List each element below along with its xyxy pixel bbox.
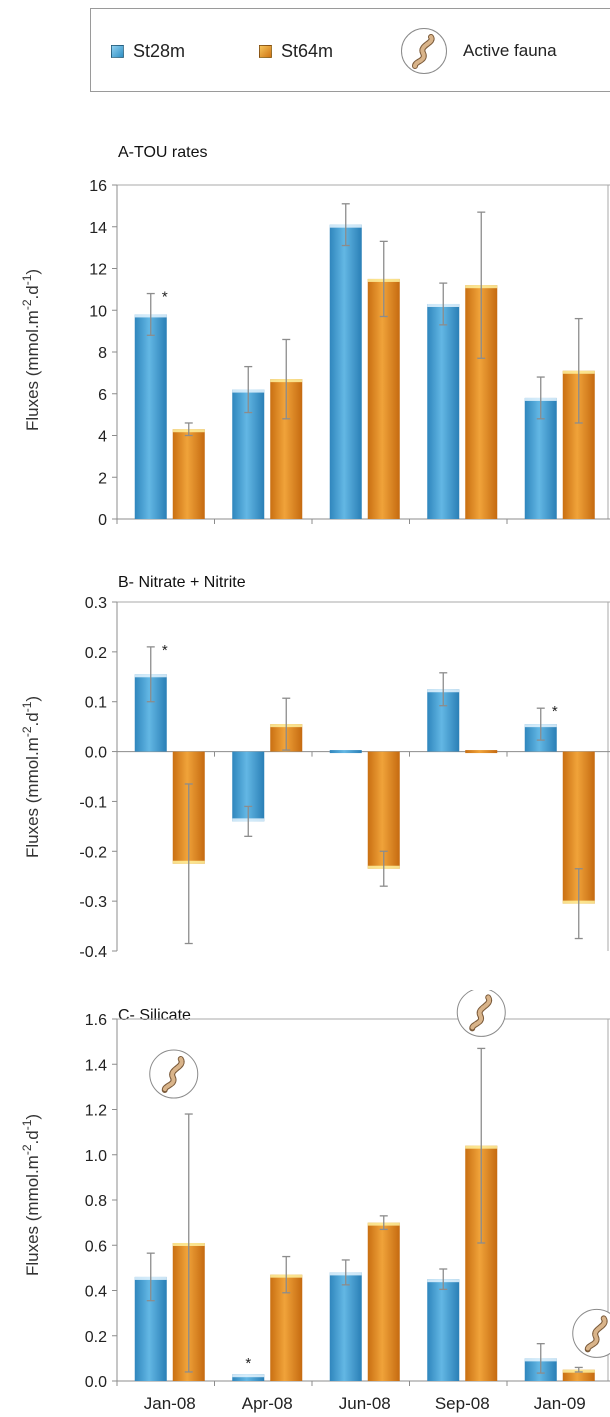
plot-area: 0.0 0.2 0.4 0.6 0.8 1.0 1.2 1.4 1.6 Jan-08 Apr-08 J…	[85, 990, 610, 1413]
panel-title: B- Nitrate + Nitrite	[118, 574, 246, 591]
worm-icon	[456, 990, 506, 1037]
worm-icon	[149, 1049, 199, 1099]
y-tick-label: 4	[98, 429, 107, 446]
y-tick-label: 10	[89, 303, 107, 320]
y-tick-label: 0.4	[85, 1284, 107, 1301]
x-tick-label: Jan-09	[534, 1394, 586, 1413]
bar-st64m-sep-08	[465, 750, 498, 754]
y-tick-label: 1.2	[85, 1103, 107, 1120]
legend: St28m St64m Active fauna	[90, 8, 610, 92]
bar-st28m-jun-08	[329, 750, 362, 754]
y-tick-label: -0.4	[79, 944, 107, 961]
y-tick-label: 2	[98, 470, 107, 487]
chart-panel-a: A-TOU rates Fluxes (mmol.m-2​.d-1​) 0 2 4 6…	[20, 144, 610, 529]
legend-item-st28m: St28m	[111, 9, 185, 93]
y-tick-label: 12	[89, 262, 107, 279]
legend-item-st64m: St64m	[259, 9, 333, 93]
bar-st28m-sep-08	[427, 1279, 460, 1381]
significance-star: *	[552, 703, 558, 720]
legend-label-st64m: St64m	[281, 40, 334, 61]
bar-st64m-jun-08	[367, 278, 400, 519]
y-tick-label: 0.6	[85, 1238, 107, 1255]
y-tick-label: 0.2	[85, 1329, 107, 1346]
y-axis-label: Fluxes (mmol.m-2​.d-1​)	[20, 1114, 42, 1276]
bar-st64m-jan-08	[172, 429, 205, 519]
worm-icon	[401, 28, 447, 74]
y-tick-label: 0.1	[85, 695, 107, 712]
bar-st64m-jun-08	[367, 751, 400, 869]
y-tick-label: -0.3	[79, 894, 107, 911]
y-tick-label: 1.4	[85, 1057, 107, 1074]
bar-st28m-jun-08	[329, 1272, 362, 1381]
chart-panel-c: C- Silicate Fluxes (mmol.m-2​.d-1​) 0.00…	[20, 990, 610, 1413]
significance-star: *	[162, 289, 168, 306]
x-tick-label: Jan-08	[144, 1394, 196, 1413]
y-tick-label: 8	[98, 345, 107, 362]
chart-panel-b: B- Nitrate + Nitrite Fluxes (mmol.m-2​.d…	[20, 574, 610, 961]
legend-swatch-st64m	[259, 44, 272, 58]
y-tick-label: 1.6	[85, 1012, 107, 1029]
bar-st28m-jun-08	[329, 224, 362, 519]
significance-star: *	[162, 642, 168, 659]
y-tick-label: 0.0	[85, 1374, 107, 1391]
x-tick-label: Apr-08	[242, 1394, 293, 1413]
legend-swatch-st28m	[111, 44, 124, 58]
legend-label-st28m: St28m	[133, 40, 186, 61]
worm-icon	[572, 1308, 610, 1358]
legend-item-active-fauna: Active fauna	[401, 9, 557, 93]
y-tick-label: -0.2	[79, 844, 107, 861]
y-tick-label: 0	[98, 512, 107, 529]
y-tick-label: 6	[98, 387, 107, 404]
bar-st64m-jun-08	[367, 1222, 400, 1381]
x-tick-label: Jun-08	[339, 1394, 391, 1413]
significance-star: *	[245, 1355, 251, 1372]
x-tick-label: Sep-08	[435, 1394, 490, 1413]
bar-st28m-jan-08	[134, 314, 167, 519]
y-tick-label: 0.3	[85, 595, 107, 612]
y-tick-label: 0.8	[85, 1193, 107, 1210]
bar-cap	[232, 1374, 265, 1378]
y-tick-label: 16	[89, 178, 107, 195]
y-tick-label: 0.2	[85, 645, 107, 662]
y-tick-label: -0.1	[79, 794, 107, 811]
bar-st28m-apr-08	[232, 1374, 265, 1381]
panel-title: C- Silicate	[118, 1007, 191, 1024]
plot-area: 0 2 4 6 8 10 12 14 16 *	[89, 178, 610, 529]
panel-title: A-TOU rates	[118, 144, 208, 161]
y-tick-label: 14	[89, 220, 107, 237]
bar-st28m-sep-08	[427, 303, 460, 519]
plot-area: -0.4 -0.3 -0.2 -0.1 0.0 0.1 0.2 0.3 * *	[79, 595, 610, 961]
y-tick-label: 1.0	[85, 1148, 107, 1165]
legend-label-active-fauna: Active fauna	[463, 41, 557, 60]
y-axis-label: Fluxes (mmol.m-2​.d-1​)	[20, 269, 42, 431]
bar-st64m-jan-09	[562, 1369, 595, 1381]
y-tick-label: 0.0	[85, 745, 107, 762]
y-axis-label: Fluxes (mmol.m-2​.d-1​)	[20, 696, 42, 858]
